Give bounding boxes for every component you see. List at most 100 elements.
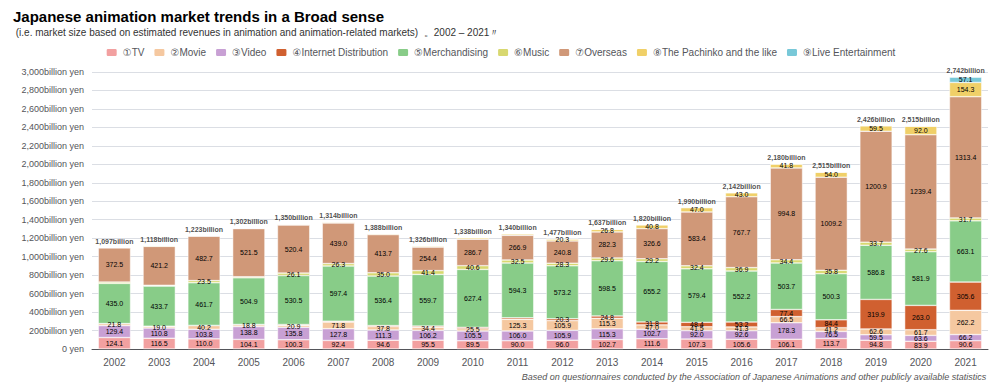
svg-text:66.2: 66.2	[959, 334, 973, 341]
svg-text:1,000billion yen: 1,000billion yen	[21, 252, 84, 262]
svg-text:1,200billion yen: 1,200billion yen	[21, 233, 84, 243]
svg-text:254.4: 254.4	[419, 255, 437, 262]
svg-text:1,326billion: 1,326billion	[409, 236, 447, 244]
svg-text:1,800billion yen: 1,800billion yen	[21, 178, 84, 188]
svg-text:2,515billion: 2,515billion	[902, 116, 940, 124]
svg-text:24.8: 24.8	[600, 314, 614, 321]
svg-text:2016: 2016	[730, 357, 753, 368]
svg-text:2010: 2010	[462, 357, 485, 368]
svg-text:326.6: 326.6	[643, 240, 661, 247]
svg-text:2,600billion yen: 2,600billion yen	[21, 104, 84, 114]
svg-text:0 yen: 0 yen	[62, 344, 84, 354]
svg-text:2007: 2007	[327, 357, 350, 368]
svg-text:29.2: 29.2	[645, 257, 659, 264]
svg-text:2019: 2019	[865, 357, 888, 368]
svg-text:994.8: 994.8	[778, 210, 796, 217]
svg-text:482.7: 482.7	[195, 255, 213, 262]
svg-text:1,097billion: 1,097billion	[95, 238, 133, 246]
svg-text:113.7: 113.7	[823, 340, 840, 347]
svg-text:105.9: 105.9	[554, 332, 572, 339]
svg-text:282.3: 282.3	[598, 241, 616, 248]
svg-text:62.6: 62.6	[869, 328, 883, 335]
svg-text:439.0: 439.0	[330, 240, 348, 247]
svg-text:2,800billion yen: 2,800billion yen	[21, 85, 84, 95]
svg-text:54.0: 54.0	[824, 171, 838, 178]
svg-text:59.5: 59.5	[869, 125, 883, 132]
svg-text:800billion yen: 800billion yen	[29, 270, 84, 280]
svg-text:32.5: 32.5	[511, 258, 525, 265]
svg-text:115.3: 115.3	[599, 331, 616, 338]
svg-text:34.4: 34.4	[421, 325, 435, 332]
svg-text:33.7: 33.7	[869, 240, 883, 247]
svg-text:③Video: ③Video	[232, 47, 267, 58]
svg-text:31.7: 31.7	[959, 216, 973, 223]
svg-text:1,118billion: 1,118billion	[140, 236, 178, 244]
svg-text:104.1: 104.1	[240, 341, 258, 348]
svg-text:127.8: 127.8	[330, 331, 348, 338]
svg-text:2006: 2006	[282, 357, 305, 368]
svg-text:103.8: 103.8	[195, 331, 213, 338]
svg-text:663.1: 663.1	[957, 248, 975, 255]
svg-text:2,200billion yen: 2,200billion yen	[21, 141, 84, 151]
svg-text:598.5: 598.5	[598, 285, 616, 292]
svg-text:105.6: 105.6	[733, 341, 751, 348]
svg-text:594.3: 594.3	[509, 287, 527, 294]
svg-text:154.3: 154.3	[957, 86, 975, 93]
svg-text:⑧The Pachinko and the like: ⑧The Pachinko and the like	[653, 47, 777, 58]
svg-text:41.4: 41.4	[421, 269, 435, 276]
svg-text:2,742billion: 2,742billion	[947, 67, 985, 75]
svg-text:1,223billion: 1,223billion	[185, 226, 223, 234]
svg-text:66.5: 66.5	[780, 316, 794, 323]
svg-text:530.5: 530.5	[285, 297, 303, 304]
svg-text:18.8: 18.8	[242, 322, 256, 329]
svg-text:111.6: 111.6	[644, 340, 661, 347]
svg-text:559.7: 559.7	[419, 297, 437, 304]
svg-text:26.8: 26.8	[600, 227, 614, 234]
svg-text:178.3: 178.3	[778, 327, 796, 334]
svg-text:2018: 2018	[820, 357, 843, 368]
svg-text:⑥Music: ⑥Music	[514, 47, 549, 58]
svg-text:53.2: 53.2	[735, 321, 749, 328]
svg-text:105.5: 105.5	[464, 332, 482, 339]
svg-text:1,350billion: 1,350billion	[275, 214, 313, 222]
svg-text:1313.4: 1313.4	[955, 154, 977, 161]
svg-text:116.5: 116.5	[151, 340, 168, 347]
svg-text:92.0: 92.0	[914, 127, 928, 134]
svg-text:1,600billion yen: 1,600billion yen	[21, 196, 84, 206]
svg-text:536.4: 536.4	[374, 297, 392, 304]
svg-text:2,400billion yen: 2,400billion yen	[21, 122, 84, 132]
svg-text:600billion yen: 600billion yen	[29, 289, 84, 299]
svg-text:90.0: 90.0	[511, 341, 525, 348]
svg-text:319.9: 319.9	[867, 311, 885, 318]
svg-text:573.2: 573.2	[554, 289, 572, 296]
svg-text:1,338billion: 1,338billion	[454, 228, 492, 236]
svg-text:37.8: 37.8	[376, 325, 390, 332]
svg-text:2009: 2009	[417, 357, 440, 368]
svg-text:2017: 2017	[775, 357, 798, 368]
svg-text:⑦Overseas: ⑦Overseas	[575, 47, 627, 58]
svg-text:31.8: 31.8	[645, 320, 659, 327]
svg-text:262.2: 262.2	[957, 319, 975, 326]
svg-text:2,180billion: 2,180billion	[767, 154, 805, 162]
svg-text:2020: 2020	[910, 357, 933, 368]
svg-text:29.6: 29.6	[600, 256, 614, 263]
svg-text:1,388billion: 1,388billion	[364, 224, 402, 232]
svg-text:1,990billion: 1,990billion	[678, 198, 716, 206]
svg-text:435.0: 435.0	[106, 300, 124, 307]
svg-text:286.7: 286.7	[464, 249, 482, 256]
svg-text:1,340billion: 1,340billion	[499, 224, 537, 232]
svg-text:2,426billion: 2,426billion	[857, 116, 895, 124]
svg-text:⑤Merchandising: ⑤Merchandising	[414, 47, 488, 58]
svg-text:94.6: 94.6	[376, 341, 390, 348]
svg-text:106.0: 106.0	[509, 332, 527, 339]
svg-text:Japanese animation market tren: Japanese animation market trends in a Br…	[13, 8, 384, 25]
svg-text:90.6: 90.6	[959, 341, 973, 348]
svg-text:3,000billion yen: 3,000billion yen	[21, 67, 84, 77]
svg-text:35.8: 35.8	[824, 268, 838, 275]
svg-text:23.5: 23.5	[197, 278, 211, 285]
svg-text:92.4: 92.4	[332, 341, 346, 348]
svg-text:240.8: 240.8	[554, 249, 572, 256]
svg-text:583.4: 583.4	[688, 235, 706, 242]
svg-text:106.1: 106.1	[778, 341, 796, 348]
svg-text:25.5: 25.5	[466, 326, 480, 333]
